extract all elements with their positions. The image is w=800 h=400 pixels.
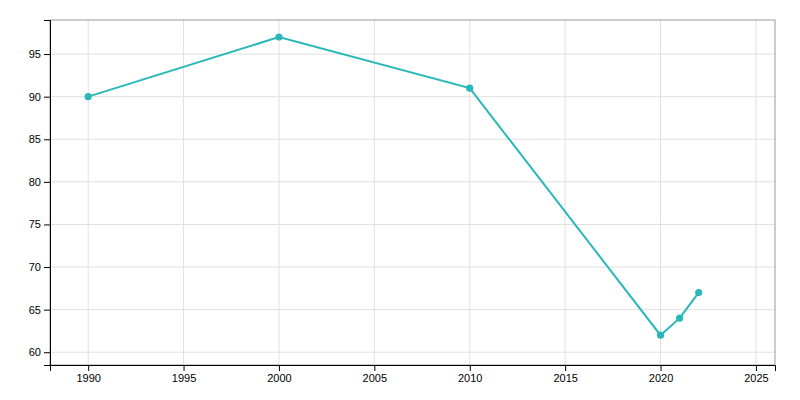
x-tick-label: 2025 <box>744 372 768 384</box>
x-tick: 2015 <box>553 365 577 384</box>
y-tick-label: 85 <box>29 133 41 145</box>
x-tick-mark <box>374 365 375 371</box>
y-tick-label: 65 <box>29 304 41 316</box>
x-grid-line <box>660 20 661 365</box>
x-tick-label: 2000 <box>267 372 291 384</box>
x-tick-mark <box>661 365 662 371</box>
x-grid-line <box>278 20 279 365</box>
plot-frame <box>50 20 775 365</box>
x-tick: 2025 <box>744 365 768 384</box>
chart: 1990 1995 2000 2005 2010 2015 2020 2025 60 65 70 75… <box>0 0 800 400</box>
point <box>695 289 702 296</box>
y-grid-line <box>50 139 775 140</box>
point <box>657 332 664 339</box>
y-grid-line <box>50 309 775 310</box>
x-grid-line <box>88 20 89 365</box>
x-tick-mark <box>88 365 89 371</box>
point <box>466 85 473 92</box>
y-tick: 60 <box>29 346 50 358</box>
x-grid-line <box>469 20 470 365</box>
x-axis-line <box>51 366 776 372</box>
y-tick-mark <box>44 310 50 311</box>
x-grid-line <box>374 20 375 365</box>
y-tick-label: 95 <box>29 48 41 60</box>
x-tick-label: 2010 <box>458 372 482 384</box>
x-grid-line <box>755 20 756 365</box>
x-grid-line <box>565 20 566 365</box>
y-tick-mark <box>44 182 50 183</box>
x-tick-label: 1990 <box>76 372 100 384</box>
y-tick-mark <box>44 224 50 225</box>
x-tick-mark <box>184 365 185 371</box>
y-tick-mark <box>44 267 50 268</box>
x-tick-label: 2005 <box>363 372 387 384</box>
x-tick-label: 2015 <box>553 372 577 384</box>
x-tick: 2000 <box>267 365 291 384</box>
x-tick-label: 2020 <box>649 372 673 384</box>
x-tick-mark <box>565 365 566 371</box>
y-tick-label: 60 <box>29 346 41 358</box>
x-tick: 1995 <box>172 365 196 384</box>
x-tick-label: 1995 <box>172 372 196 384</box>
x-grid-line <box>183 20 184 365</box>
x-axis: 1990 1995 2000 2005 2010 2015 2020 2025 <box>51 365 776 384</box>
x-tick: 1990 <box>76 365 100 384</box>
y-grid-line <box>50 267 775 268</box>
point <box>275 33 282 40</box>
y-tick: 75 <box>29 218 50 230</box>
y-tick: 80 <box>29 176 50 188</box>
x-tick-mark <box>470 365 471 371</box>
line <box>88 37 699 335</box>
y-tick: 85 <box>29 133 50 145</box>
x-tick-mark <box>279 365 280 371</box>
y-tick: 65 <box>29 304 50 316</box>
x-tick: 2020 <box>649 365 673 384</box>
x-tick: 2005 <box>363 365 387 384</box>
y-axis: 60 65 70 75 80 85 90 95 <box>29 21 51 366</box>
y-grid-line <box>50 224 775 225</box>
y-axis-line <box>44 21 51 366</box>
y-tick-label: 70 <box>29 261 41 273</box>
y-tick: 95 <box>29 48 50 60</box>
y-tick-label: 90 <box>29 91 41 103</box>
y-tick: 70 <box>29 261 50 273</box>
y-tick-label: 75 <box>29 218 41 230</box>
y-grid-line <box>50 181 775 182</box>
point <box>85 93 92 100</box>
y-tick-mark <box>44 54 50 55</box>
point <box>676 315 683 322</box>
y-tick-mark <box>44 139 50 140</box>
x-tick-mark <box>756 365 757 371</box>
y-grid-line <box>50 352 775 353</box>
y-grid-line <box>50 96 775 97</box>
y-tick-mark <box>44 97 50 98</box>
y-tick-mark <box>44 352 50 353</box>
x-tick: 2010 <box>458 365 482 384</box>
marks <box>85 33 703 338</box>
y-grid-line <box>50 54 775 55</box>
y-tick-label: 80 <box>29 176 41 188</box>
plot: 1990 1995 2000 2005 2010 2015 2020 2025 60 65 70 75… <box>29 20 776 384</box>
y-tick: 90 <box>29 91 50 103</box>
grid <box>50 20 775 365</box>
